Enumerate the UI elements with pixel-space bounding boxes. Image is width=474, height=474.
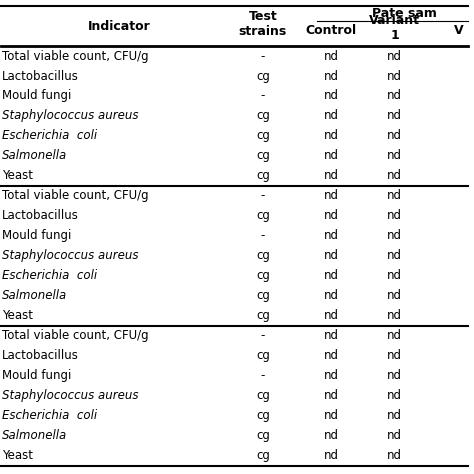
Text: cg: cg — [256, 109, 270, 122]
Text: Salmonella: Salmonella — [2, 429, 67, 442]
Text: Total viable count, CFU/g: Total viable count, CFU/g — [2, 329, 148, 342]
Text: nd: nd — [324, 249, 339, 262]
Text: nd: nd — [324, 329, 339, 342]
Text: nd: nd — [324, 50, 339, 63]
Text: -: - — [261, 329, 265, 342]
Text: nd: nd — [387, 289, 402, 302]
Text: cg: cg — [256, 210, 270, 222]
Text: -: - — [261, 50, 265, 63]
Text: Mould fungi: Mould fungi — [2, 229, 71, 242]
Text: nd: nd — [387, 409, 402, 422]
Text: -: - — [261, 229, 265, 242]
Text: Salmonella: Salmonella — [2, 149, 67, 163]
Text: nd: nd — [387, 50, 402, 63]
Text: Total viable count, CFU/g: Total viable count, CFU/g — [2, 190, 148, 202]
Text: Control: Control — [306, 24, 357, 36]
Text: Escherichia  coli: Escherichia coli — [2, 269, 97, 283]
Text: nd: nd — [324, 90, 339, 102]
Text: nd: nd — [324, 109, 339, 122]
Text: Test
strains: Test strains — [239, 10, 287, 38]
Text: nd: nd — [387, 129, 402, 143]
Text: cg: cg — [256, 449, 270, 462]
Text: nd: nd — [387, 349, 402, 362]
Text: cg: cg — [256, 389, 270, 402]
Text: Staphylococcus aureus: Staphylococcus aureus — [2, 249, 138, 262]
Text: nd: nd — [324, 409, 339, 422]
Text: nd: nd — [387, 169, 402, 182]
Text: cg: cg — [256, 169, 270, 182]
Text: nd: nd — [324, 169, 339, 182]
Text: Escherichia  coli: Escherichia coli — [2, 129, 97, 143]
Text: cg: cg — [256, 269, 270, 283]
Text: nd: nd — [387, 249, 402, 262]
Text: nd: nd — [324, 349, 339, 362]
Text: Mould fungi: Mould fungi — [2, 90, 71, 102]
Text: cg: cg — [256, 129, 270, 143]
Text: nd: nd — [324, 389, 339, 402]
Text: Staphylococcus aureus: Staphylococcus aureus — [2, 109, 138, 122]
Text: V: V — [454, 24, 463, 36]
Text: Yeast: Yeast — [2, 449, 33, 462]
Text: Variant
1: Variant 1 — [369, 14, 420, 42]
Text: nd: nd — [387, 109, 402, 122]
Text: nd: nd — [324, 70, 339, 82]
Text: Lactobacillus: Lactobacillus — [2, 70, 79, 82]
Text: -: - — [261, 190, 265, 202]
Text: nd: nd — [387, 269, 402, 283]
Text: cg: cg — [256, 70, 270, 82]
Text: nd: nd — [324, 309, 339, 322]
Text: Yeast: Yeast — [2, 309, 33, 322]
Text: -: - — [261, 90, 265, 102]
Text: nd: nd — [387, 369, 402, 382]
Text: nd: nd — [324, 210, 339, 222]
Text: nd: nd — [324, 449, 339, 462]
Text: Total viable count, CFU/g: Total viable count, CFU/g — [2, 50, 148, 63]
Text: Lactobacillus: Lactobacillus — [2, 349, 79, 362]
Text: Salmonella: Salmonella — [2, 289, 67, 302]
Text: cg: cg — [256, 409, 270, 422]
Text: Staphylococcus aureus: Staphylococcus aureus — [2, 389, 138, 402]
Text: nd: nd — [387, 429, 402, 442]
Text: nd: nd — [324, 149, 339, 163]
Text: nd: nd — [387, 389, 402, 402]
Text: cg: cg — [256, 289, 270, 302]
Text: cg: cg — [256, 249, 270, 262]
Text: nd: nd — [324, 229, 339, 242]
Text: nd: nd — [387, 229, 402, 242]
Text: Yeast: Yeast — [2, 169, 33, 182]
Text: Escherichia  coli: Escherichia coli — [2, 409, 97, 422]
Text: nd: nd — [387, 70, 402, 82]
Text: Indicator: Indicator — [88, 19, 151, 33]
Text: -: - — [261, 369, 265, 382]
Text: nd: nd — [387, 329, 402, 342]
Text: nd: nd — [387, 210, 402, 222]
Text: nd: nd — [324, 190, 339, 202]
Text: nd: nd — [324, 369, 339, 382]
Text: nd: nd — [387, 190, 402, 202]
Text: cg: cg — [256, 349, 270, 362]
Text: nd: nd — [387, 449, 402, 462]
Text: cg: cg — [256, 149, 270, 163]
Text: cg: cg — [256, 429, 270, 442]
Text: nd: nd — [387, 90, 402, 102]
Text: nd: nd — [387, 309, 402, 322]
Text: nd: nd — [324, 429, 339, 442]
Text: Lactobacillus: Lactobacillus — [2, 210, 79, 222]
Text: nd: nd — [387, 149, 402, 163]
Text: cg: cg — [256, 309, 270, 322]
Text: Pate sam: Pate sam — [372, 7, 437, 19]
Text: nd: nd — [324, 129, 339, 143]
Text: nd: nd — [324, 289, 339, 302]
Text: Mould fungi: Mould fungi — [2, 369, 71, 382]
Text: nd: nd — [324, 269, 339, 283]
